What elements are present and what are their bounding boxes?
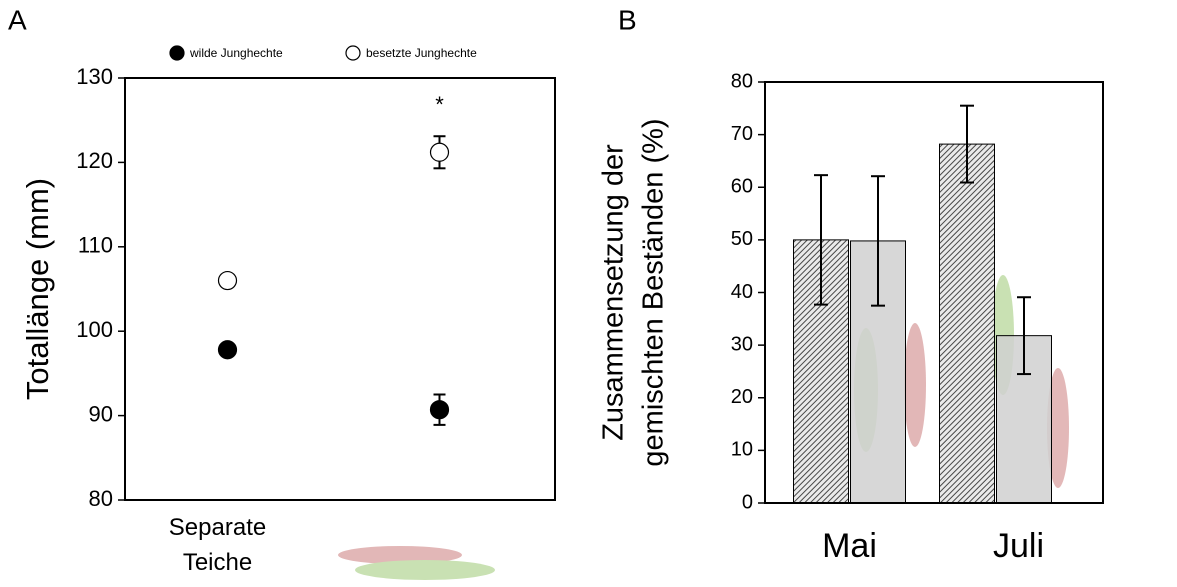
y-tick-label: 100 [76, 317, 113, 342]
legend-label: wilde Junghechte [189, 46, 283, 60]
data-point [217, 270, 238, 291]
y-tick-label: 120 [76, 148, 113, 173]
x-tick-label-box: Separate Teiche [168, 514, 267, 576]
y-tick-label: 0 [742, 491, 753, 513]
y-tick-label: 130 [76, 64, 113, 89]
plot-frame [764, 81, 1104, 504]
annotation: * [435, 92, 444, 117]
x-tick-label: Juli [993, 527, 1044, 565]
y-tick-label: 30 [731, 333, 753, 355]
panel-label: A [8, 4, 27, 35]
y-tick-label: 60 [731, 176, 753, 198]
plot-frame [124, 77, 556, 501]
bar [939, 143, 995, 504]
y-tick-label: 80 [89, 486, 113, 511]
data-point [429, 142, 450, 162]
fish-illustration [338, 546, 495, 580]
y-tick-label: 80 [731, 70, 753, 92]
y-axis-label: Zusammensetzung der [598, 144, 630, 441]
y-tick-label: 20 [731, 386, 753, 408]
data-point [217, 340, 238, 360]
legend-marker [345, 45, 361, 61]
data-point [429, 400, 450, 420]
y-tick-label: 110 [78, 233, 113, 258]
x-tick-label: Separate Teiche [168, 514, 267, 576]
y-tick-label: 50 [731, 228, 753, 250]
x-tick-label: Mai [822, 527, 877, 565]
y-tick-label: 40 [731, 281, 753, 303]
y-tick-label: 70 [731, 123, 753, 145]
legend-label: besetzte Junghechte [366, 46, 477, 60]
y-axis-label: Totallänge (mm) [20, 178, 55, 400]
y-tick-label: 90 [89, 401, 113, 426]
y-tick-label: 10 [731, 439, 753, 461]
panel-label: B [618, 4, 637, 35]
y-axis-label: gemischten Beständen (%) [638, 118, 670, 466]
legend-marker [169, 45, 185, 61]
